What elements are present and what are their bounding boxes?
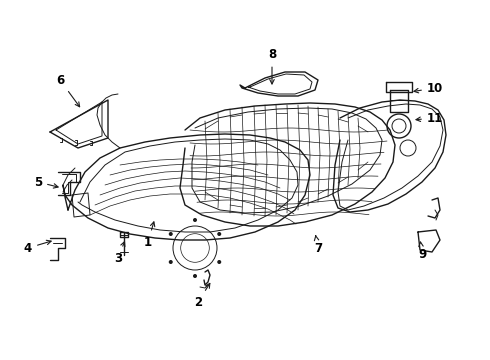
Text: 3: 3 bbox=[114, 242, 125, 265]
Text: 2: 2 bbox=[194, 283, 210, 309]
Circle shape bbox=[217, 260, 221, 264]
Text: 10: 10 bbox=[414, 81, 443, 94]
Text: 8: 8 bbox=[268, 49, 276, 84]
Circle shape bbox=[193, 218, 197, 222]
Text: 1: 1 bbox=[144, 222, 155, 248]
Circle shape bbox=[193, 274, 197, 278]
Circle shape bbox=[217, 232, 221, 236]
Circle shape bbox=[169, 232, 173, 236]
Text: 7: 7 bbox=[314, 236, 322, 255]
Text: 9: 9 bbox=[418, 242, 426, 261]
Text: 11: 11 bbox=[416, 112, 443, 125]
Text: 5: 5 bbox=[34, 175, 58, 189]
Circle shape bbox=[169, 260, 173, 264]
Text: 6: 6 bbox=[56, 73, 79, 107]
Text: 4: 4 bbox=[24, 240, 51, 255]
